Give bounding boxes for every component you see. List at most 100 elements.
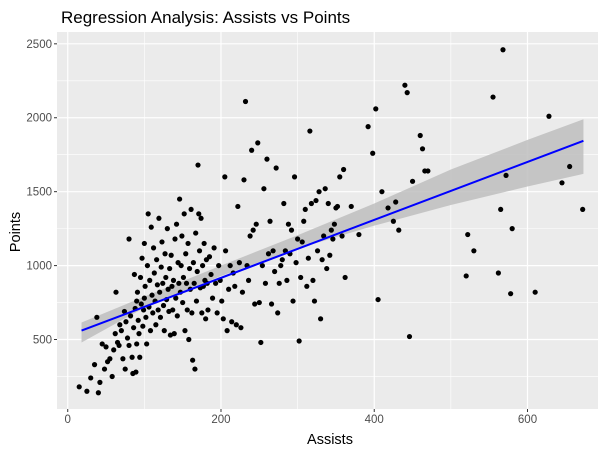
data-point bbox=[174, 313, 180, 319]
data-point bbox=[285, 221, 292, 227]
data-point bbox=[365, 124, 371, 130]
data-point bbox=[117, 322, 123, 328]
data-point bbox=[180, 274, 187, 281]
data-point bbox=[321, 233, 327, 239]
data-point bbox=[227, 262, 233, 269]
data-point bbox=[532, 289, 538, 295]
data-point bbox=[168, 252, 174, 258]
data-point bbox=[252, 301, 258, 307]
data-point bbox=[154, 257, 160, 263]
data-point bbox=[272, 268, 278, 275]
data-point bbox=[305, 255, 311, 261]
data-point bbox=[339, 233, 345, 239]
data-point bbox=[308, 200, 315, 207]
data-point bbox=[293, 260, 299, 266]
data-point bbox=[95, 390, 101, 396]
data-point bbox=[370, 150, 376, 156]
data-point bbox=[296, 338, 302, 344]
data-point bbox=[192, 366, 198, 372]
data-point bbox=[425, 168, 431, 174]
data-point bbox=[490, 94, 496, 100]
data-point bbox=[379, 189, 385, 195]
data-point bbox=[419, 146, 426, 152]
data-point bbox=[199, 310, 205, 316]
data-point bbox=[241, 177, 247, 183]
data-point bbox=[216, 262, 222, 269]
data-point bbox=[76, 384, 82, 390]
data-point bbox=[190, 260, 196, 266]
data-point bbox=[131, 271, 137, 278]
data-point bbox=[222, 174, 228, 180]
data-point bbox=[185, 240, 191, 247]
data-point bbox=[140, 323, 146, 329]
data-point bbox=[546, 113, 552, 119]
x-tick-label: 600 bbox=[518, 414, 537, 426]
data-point bbox=[193, 230, 199, 236]
data-point bbox=[279, 257, 285, 263]
y-tick-label: 1000 bbox=[26, 261, 52, 273]
data-point bbox=[176, 280, 182, 286]
data-point bbox=[139, 255, 145, 261]
data-point bbox=[233, 322, 239, 328]
data-point bbox=[373, 106, 379, 112]
data-point bbox=[172, 236, 178, 242]
data-point bbox=[375, 296, 381, 303]
data-point bbox=[322, 186, 328, 192]
data-point bbox=[186, 265, 193, 272]
data-point bbox=[498, 206, 504, 213]
data-point bbox=[224, 328, 230, 334]
y-tick-label: 1500 bbox=[26, 187, 52, 199]
data-point bbox=[295, 236, 301, 242]
data-point bbox=[109, 373, 115, 380]
x-tick-label: 200 bbox=[211, 414, 230, 426]
y-axis-title: Points bbox=[8, 212, 24, 252]
data-point bbox=[220, 316, 226, 322]
data-point bbox=[262, 280, 269, 286]
data-point bbox=[160, 302, 167, 309]
data-point bbox=[196, 248, 203, 254]
data-point bbox=[131, 325, 137, 331]
x-axis-title: Assists bbox=[307, 432, 353, 448]
data-point bbox=[406, 333, 413, 340]
data-point bbox=[182, 328, 188, 334]
data-point bbox=[151, 270, 157, 276]
data-point bbox=[242, 98, 249, 105]
data-point bbox=[265, 251, 272, 257]
data-point bbox=[238, 325, 244, 331]
data-point bbox=[134, 341, 140, 347]
data-point bbox=[169, 283, 175, 289]
data-point bbox=[173, 295, 179, 301]
data-point bbox=[133, 369, 139, 375]
data-point bbox=[145, 211, 151, 217]
data-point bbox=[253, 221, 259, 227]
data-point bbox=[385, 205, 391, 211]
data-point bbox=[500, 47, 506, 53]
data-point bbox=[116, 342, 122, 349]
data-point bbox=[150, 245, 157, 251]
data-point bbox=[170, 277, 177, 283]
data-point bbox=[222, 248, 229, 254]
data-point bbox=[141, 240, 147, 247]
y-tick-label: 2500 bbox=[26, 39, 52, 51]
data-point bbox=[112, 331, 118, 337]
data-point bbox=[209, 295, 216, 301]
data-point bbox=[316, 189, 322, 195]
data-point bbox=[236, 260, 242, 266]
data-point bbox=[101, 366, 108, 372]
data-point bbox=[255, 140, 261, 146]
data-point bbox=[159, 239, 165, 245]
data-point bbox=[330, 236, 336, 242]
data-point bbox=[126, 236, 132, 242]
data-point bbox=[153, 322, 159, 328]
data-point bbox=[84, 388, 90, 394]
data-point bbox=[291, 174, 298, 180]
data-point bbox=[120, 356, 126, 362]
data-point bbox=[180, 299, 186, 306]
data-point bbox=[417, 132, 423, 139]
data-point bbox=[503, 172, 509, 179]
data-point bbox=[134, 289, 141, 295]
data-point bbox=[256, 299, 262, 306]
data-point bbox=[171, 331, 177, 337]
data-point bbox=[198, 215, 204, 221]
data-point bbox=[356, 231, 362, 238]
